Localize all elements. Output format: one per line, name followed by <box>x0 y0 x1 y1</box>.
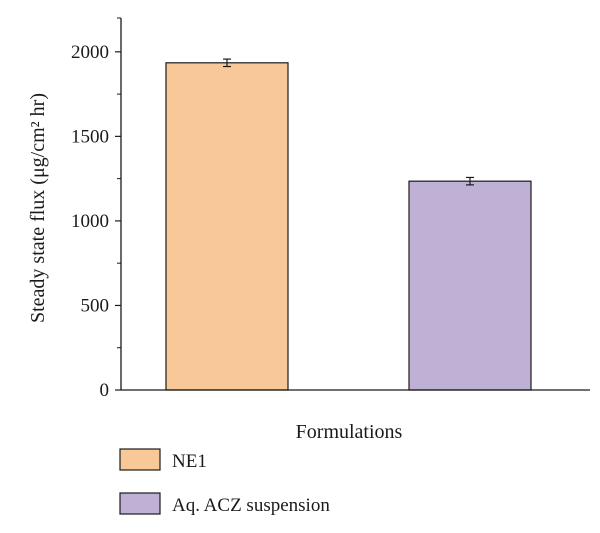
y-tick-label: 1000 <box>71 211 109 232</box>
y-tick-label: 500 <box>81 295 110 316</box>
bar-ne1 <box>165 62 289 391</box>
y-tick-label: 1500 <box>71 126 109 147</box>
error-bar <box>466 176 474 186</box>
y-axis-title: Steady state flux (μg/cm² hr) <box>27 93 49 323</box>
legend-label: Aq. ACZ suspension <box>172 495 330 516</box>
legend-label: NE1 <box>172 451 207 472</box>
error-bar <box>223 58 231 68</box>
x-axis-title: Formulations <box>296 421 403 443</box>
legend-item: NE1 <box>119 448 207 472</box>
y-tick-label: 0 <box>100 380 110 401</box>
legend-item: Aq. ACZ suspension <box>119 492 330 516</box>
legend-swatch <box>119 448 161 471</box>
legend-swatch <box>119 492 161 515</box>
plot-area <box>165 58 532 391</box>
y-axis-ticks: 0 500 1000 1500 2000 <box>71 17 121 401</box>
legend: NE1 Aq. ACZ suspension <box>119 448 330 516</box>
y-tick-label: 2000 <box>71 42 109 63</box>
bar-aq-acz-suspension <box>408 180 532 391</box>
